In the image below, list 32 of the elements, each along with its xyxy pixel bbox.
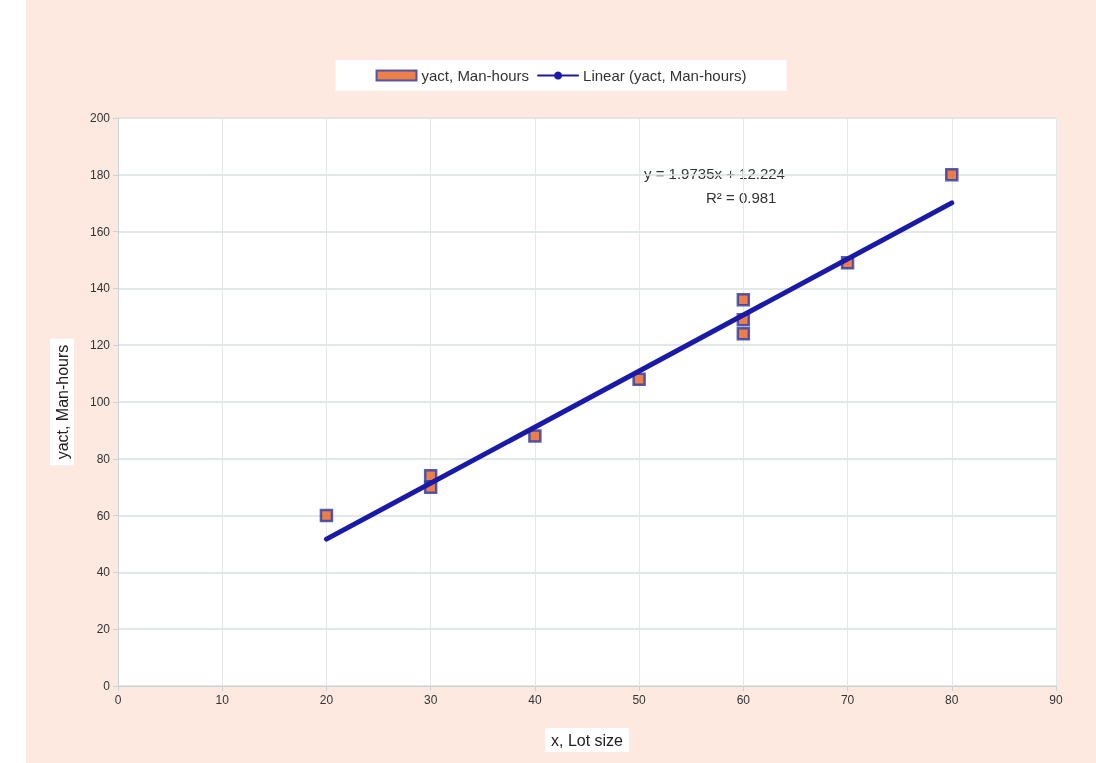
legend-label: Linear (yact, Man-hours): [583, 67, 747, 84]
y-tick-label: 180: [89, 167, 111, 182]
y-tick-label: 100: [89, 395, 111, 409]
x-tick-label: 20: [319, 693, 334, 707]
y-tick-label: 160: [89, 224, 111, 239]
x-tick-label: 10: [215, 693, 230, 707]
point: [632, 372, 646, 387]
point: [528, 429, 542, 443]
x-tick-label: 70: [840, 693, 855, 707]
x-tick-label: 0: [114, 693, 122, 707]
y-tick-label: 60: [96, 508, 111, 523]
x-tick-label: 90: [1049, 693, 1063, 707]
x-axis-title: x, Lot size: [550, 731, 624, 749]
y-tick-label: 20: [96, 622, 111, 637]
y-tick-label: 120: [89, 338, 111, 353]
x-tick-label: 80: [945, 693, 959, 707]
x-tick-label: 30: [423, 693, 438, 707]
y-axis-title: yact, Man-hours: [53, 344, 71, 460]
point: [736, 327, 751, 341]
x-tick-label: 40: [528, 693, 542, 707]
y-tick-label: 0: [103, 679, 111, 693]
point: [945, 168, 959, 182]
y-tick-label: 200: [89, 111, 111, 125]
legend-label: yact, Man-hours: [421, 67, 530, 84]
point: [736, 293, 751, 307]
y-tick-label: 40: [96, 565, 111, 580]
point: [319, 508, 334, 523]
y-tick-label: 80: [96, 451, 111, 466]
x-tick-label: 50: [632, 693, 647, 707]
x-tick-label: 60: [736, 693, 751, 707]
y-tick-label: 140: [89, 281, 111, 296]
annotation: R² = 0.981: [706, 189, 777, 206]
